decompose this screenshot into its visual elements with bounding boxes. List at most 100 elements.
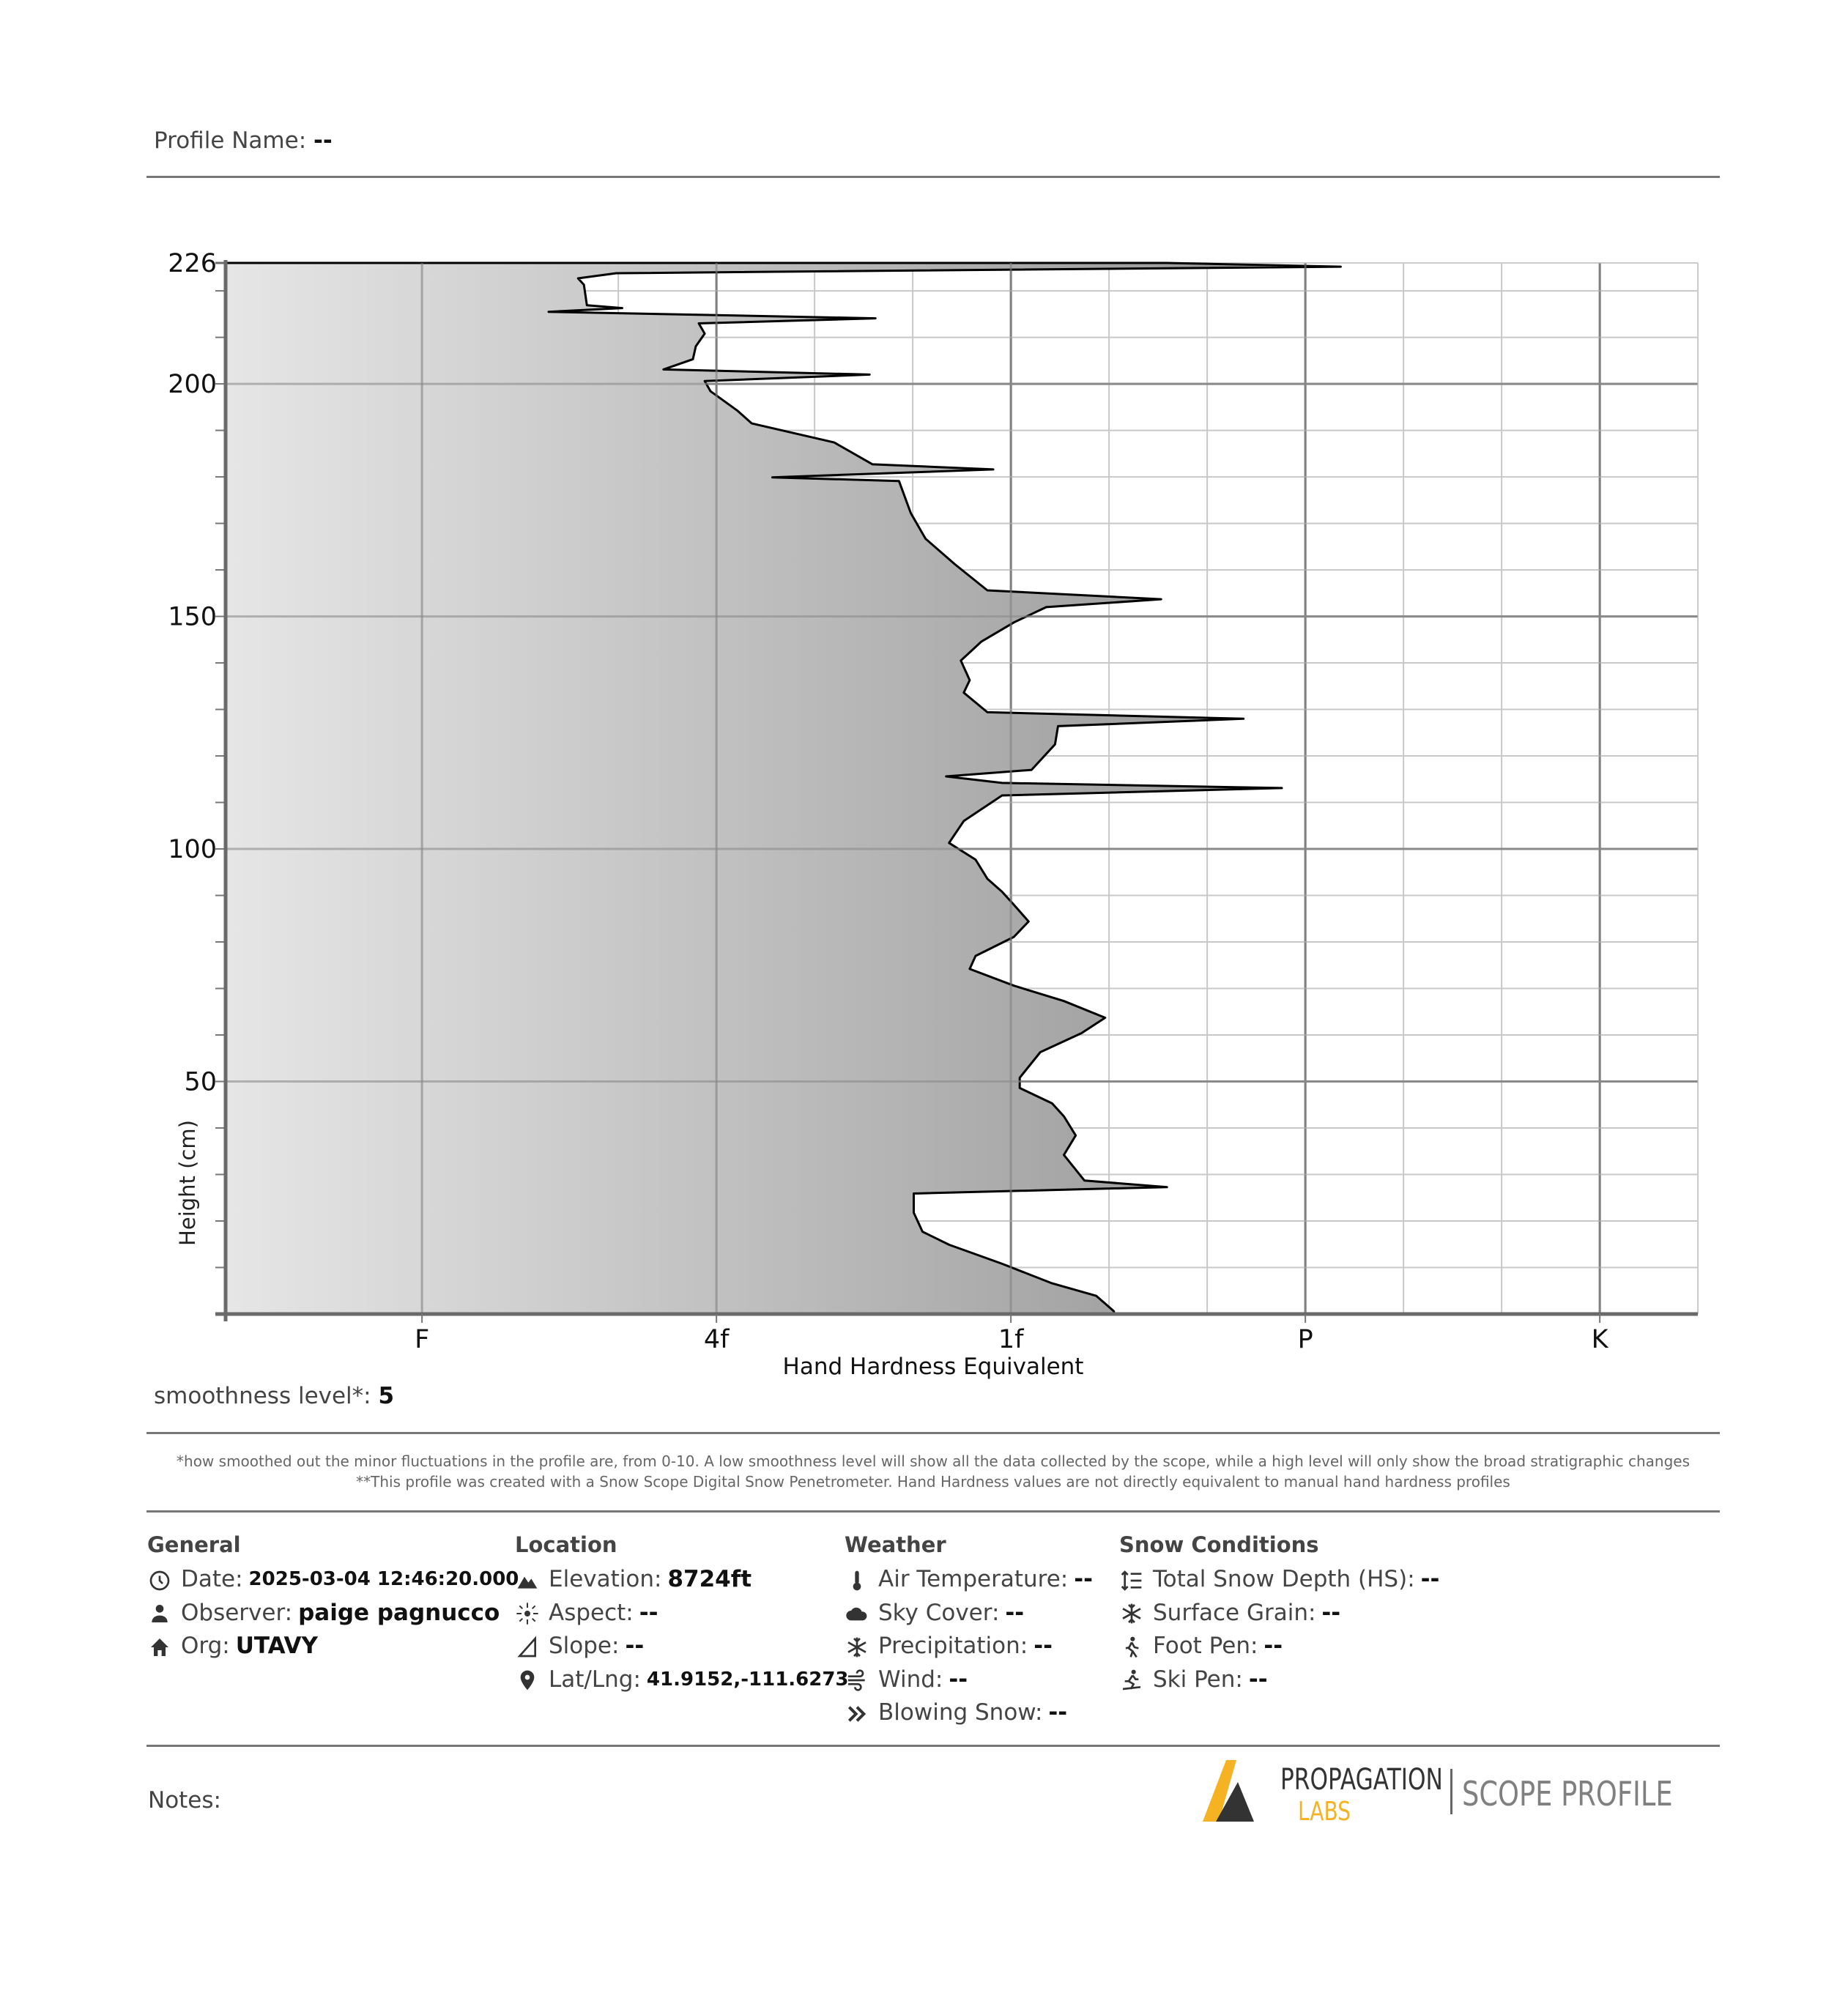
info-label: Blowing Snow:	[878, 1699, 1043, 1726]
notes-label: Notes:	[148, 1787, 221, 1814]
smoothness-label: smoothness level*:	[154, 1383, 371, 1409]
logo-labs-text: LABS	[1298, 1796, 1351, 1827]
info-value: 8724ft	[667, 1566, 752, 1592]
x-tick-label: P	[1298, 1325, 1313, 1354]
section-title: Snow Conditions	[1119, 1532, 1319, 1557]
thermometer-icon	[845, 1567, 869, 1592]
y-tick-label: 200	[168, 370, 217, 399]
blowing-snow-icon	[845, 1701, 869, 1726]
info-value: --	[1034, 1633, 1053, 1659]
info-label: Ski Pen:	[1153, 1666, 1243, 1693]
info-row-slope: Slope: --	[515, 1630, 849, 1663]
info-value: UTAVY	[235, 1633, 318, 1659]
info-value: --	[1321, 1599, 1341, 1626]
info-label: Surface Grain:	[1153, 1599, 1316, 1626]
info-row-wind: Wind: --	[845, 1663, 1093, 1697]
profile-name-value: --	[313, 127, 333, 154]
info-row-date: Date: 2025-03-04 12:46:20.000	[147, 1563, 519, 1597]
profile-name: Profile Name: --	[154, 127, 333, 154]
info-label: Aspect:	[549, 1599, 634, 1626]
info-value: --	[1248, 1666, 1268, 1693]
wind-icon	[845, 1667, 869, 1692]
x-tick-label: 1f	[998, 1325, 1024, 1354]
info-row-aspect: Aspect: --	[515, 1597, 849, 1630]
y-tick-label: 150	[168, 603, 217, 632]
section-general: General Date: 2025-03-04 12:46:20.000 Ob…	[147, 1529, 519, 1663]
info-value: --	[639, 1599, 658, 1626]
mountain-icon	[515, 1567, 540, 1592]
info-value: 2025-03-04 12:46:20.000	[248, 1568, 519, 1590]
info-row-surfacegrain: Surface Grain: --	[1119, 1597, 1439, 1630]
info-row-airtemperature: Air Temperature: --	[845, 1563, 1093, 1597]
section-weather: Weather Air Temperature: -- Sky Cover: -…	[845, 1529, 1093, 1730]
y-axis-label: Height (cm)	[175, 1120, 200, 1246]
ski-pen-icon	[1119, 1667, 1144, 1692]
section-location: Location Elevation: 8724ft Aspect: -- Sl…	[515, 1529, 849, 1696]
cloud-icon	[845, 1600, 869, 1625]
logo-propagation-text: PROPAGATION	[1280, 1763, 1443, 1797]
hardness-profile-chart: 226 200 150 100 50 F 4f 1f P K Hand Hardness Equ…	[168, 249, 1699, 1380]
info-value: 41.9152,-111.6273	[646, 1668, 849, 1690]
info-label: Air Temperature:	[878, 1566, 1069, 1592]
info-row-skycover: Sky Cover: --	[845, 1597, 1093, 1630]
x-tick-label: 4f	[704, 1325, 730, 1354]
info-row-org: Org: UTAVY	[147, 1630, 519, 1663]
pin-icon	[515, 1667, 540, 1692]
divider	[146, 176, 1720, 178]
info-value: --	[625, 1633, 645, 1659]
info-value: --	[1263, 1633, 1283, 1659]
section-snow-conditions: Snow Conditions Total Snow Depth (HS): -…	[1119, 1529, 1439, 1696]
info-value: --	[1005, 1599, 1025, 1626]
info-row-blowingsnow: Blowing Snow: --	[845, 1696, 1093, 1730]
section-title: Weather	[845, 1532, 946, 1557]
divider	[146, 1510, 1720, 1513]
info-label: Org:	[181, 1633, 230, 1659]
info-row-skipen: Ski Pen: --	[1119, 1663, 1439, 1697]
info-label: Observer:	[181, 1599, 293, 1626]
surface-grain-icon	[1119, 1600, 1144, 1625]
home-icon	[147, 1634, 172, 1659]
info-value: --	[949, 1666, 968, 1693]
clock-icon	[147, 1567, 172, 1592]
depth-icon	[1119, 1567, 1144, 1592]
smoothness-value: 5	[378, 1383, 395, 1409]
info-value: --	[1420, 1566, 1440, 1592]
foot-pen-icon	[1119, 1634, 1144, 1659]
snowflake-icon	[845, 1634, 869, 1659]
info-row-totalsnowdepthhs: Total Snow Depth (HS): --	[1119, 1563, 1439, 1597]
y-tick-label: 100	[168, 835, 217, 864]
footnote-smoothness: *how smoothed out the minor fluctuations…	[177, 1452, 1690, 1470]
info-row-elevation: Elevation: 8724ft	[515, 1563, 849, 1597]
logo-scope-profile-text: SCOPE PROFILE	[1462, 1774, 1673, 1814]
section-title: General	[147, 1532, 241, 1557]
info-row-latlng: Lat/Lng: 41.9152,-111.6273	[515, 1663, 849, 1697]
info-label: Elevation:	[549, 1566, 662, 1592]
aspect-icon	[515, 1600, 540, 1625]
x-tick-label: F	[415, 1325, 429, 1354]
info-row-observer: Observer: paige pagnucco	[147, 1597, 519, 1630]
hardness-profile-area	[224, 261, 1342, 1315]
person-icon	[147, 1600, 172, 1625]
smoothness-level: smoothness level*: 5	[154, 1383, 394, 1409]
info-label: Slope:	[549, 1633, 620, 1659]
info-value: --	[1048, 1699, 1068, 1726]
info-label: Foot Pen:	[1153, 1633, 1258, 1659]
info-label: Lat/Lng:	[549, 1666, 641, 1693]
logo-divider	[1450, 1769, 1452, 1814]
y-tick-label: 50	[184, 1068, 217, 1097]
info-label: Total Snow Depth (HS):	[1153, 1566, 1415, 1592]
x-tick-label: K	[1592, 1325, 1609, 1354]
divider	[146, 1432, 1720, 1434]
info-label: Precipitation:	[878, 1633, 1028, 1659]
info-value: --	[1074, 1566, 1093, 1592]
divider	[146, 1745, 1720, 1747]
profile-name-label: Profile Name:	[154, 127, 307, 154]
section-title: Location	[515, 1532, 617, 1557]
logo-yellow-triangle-icon	[1203, 1760, 1236, 1822]
x-axis-label: Hand Hardness Equivalent	[783, 1354, 1084, 1380]
info-value: paige pagnucco	[298, 1599, 500, 1626]
slope-icon	[515, 1634, 540, 1659]
info-label: Date:	[181, 1566, 243, 1592]
info-label: Sky Cover:	[878, 1599, 1000, 1626]
info-row-precipitation: Precipitation: --	[845, 1630, 1093, 1663]
